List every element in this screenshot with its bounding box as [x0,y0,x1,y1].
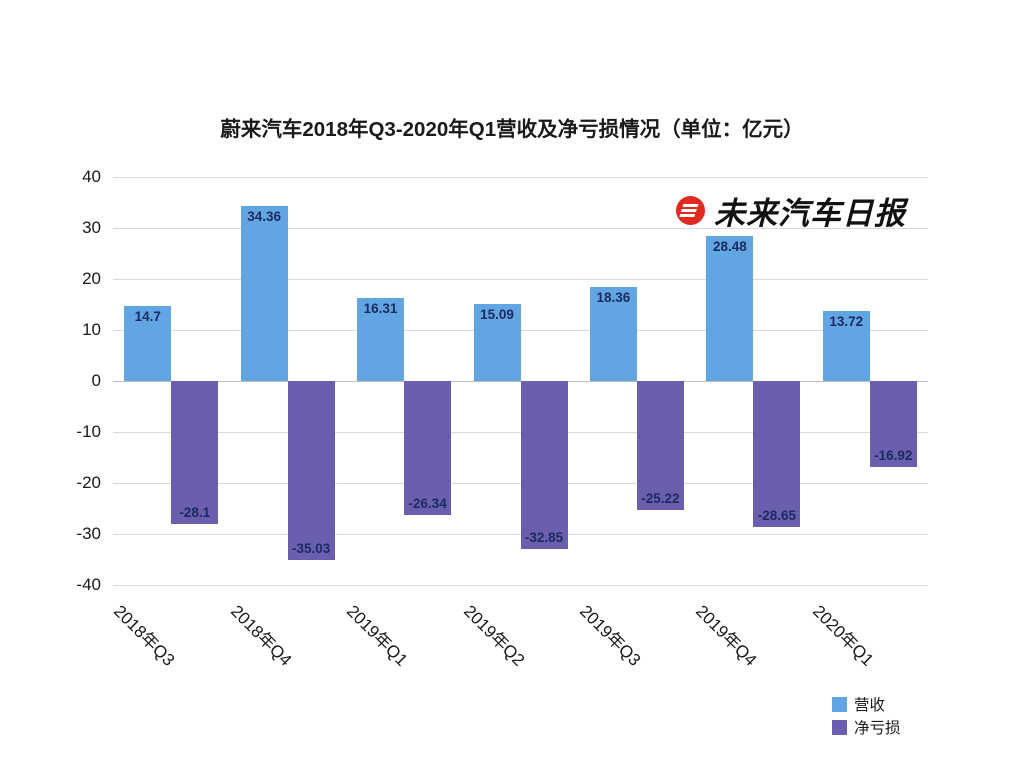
y-axis-tick-label: -30 [76,524,101,543]
bar-value-label: 14.7 [134,309,161,325]
bar-revenue[interactable] [240,205,288,381]
gridline [113,177,928,178]
legend-item[interactable]: 净亏损 [832,717,901,737]
gridline [113,228,928,229]
bar-value-label: -32.85 [524,529,564,545]
gridline [113,330,928,331]
gridline [113,279,928,280]
bar-net-loss[interactable] [869,381,917,468]
bar-value-label: -25.22 [641,490,680,506]
bar-value-label: -16.92 [874,448,913,464]
chart-legend: 营收 净亏损 [832,694,901,737]
legend-label: 净亏损 [854,720,901,737]
chart-title: 蔚来汽车2018年Q3-2020年Q1营收及净亏损情况（单位：亿元） [220,118,804,141]
y-axis-tick-label: -10 [76,422,101,441]
bar-value-label: 18.36 [596,290,631,306]
x-axis-tick-label: 2018年Q3 [110,601,179,670]
logo-circle-icon [676,196,705,225]
x-axis-tick-label: 2020年Q1 [808,601,878,670]
bar-revenue[interactable] [589,287,637,381]
legend-swatch-icon [832,696,847,712]
bar-value-label: 28.48 [712,238,747,254]
x-axis-tick-label: 2019年Q1 [343,601,412,670]
gridline [113,585,928,586]
y-axis-tick-label: 40 [82,167,101,186]
bar-revenue[interactable] [124,306,172,381]
bar-net-loss[interactable] [404,381,452,516]
bar-value-label: -28.65 [757,508,796,524]
bar-net-loss[interactable] [287,381,335,560]
bar-net-loss[interactable] [520,381,568,549]
y-axis-tick-label: 30 [82,218,101,237]
legend-label: 营收 [854,697,886,714]
bar-net-loss[interactable] [171,381,219,525]
y-axis-tick-label: 20 [82,269,101,288]
y-axis-tick-label: -40 [76,575,101,594]
bar-net-loss[interactable] [753,381,801,528]
watermark-text: 未来汽车日报 [714,196,906,232]
x-axis: 2018年Q3 2018年Q4 2019年Q1 2019年Q2 2019年Q3 2019年… [110,592,928,692]
watermark-logo: 未来汽车日报 [676,188,906,233]
y-axis-tick-label: 0 [91,371,101,390]
x-axis-tick-label: 2019年Q2 [459,601,528,670]
bar-value-label: 16.31 [363,300,398,316]
bar-net-loss[interactable] [636,381,684,510]
bar-value-label: 34.36 [247,208,282,224]
y-axis-tick-label: 10 [82,320,101,339]
y-axis-tick-label: -20 [76,473,101,492]
bar-value-label: -28.1 [179,505,211,521]
bar-value-label: -35.03 [292,540,331,556]
bar-revenue[interactable] [473,304,521,381]
bar-revenue[interactable] [706,235,754,381]
x-axis-tick-label: 2019年Q4 [692,601,761,670]
bar-value-label: 13.72 [829,314,864,330]
plot-area: 14.7 -28.1 34.36 -35.03 16.31 -26.34 15.09 -32.… [113,177,928,586]
x-axis-tick-label: 2018年Q4 [226,601,295,670]
bar-revenue[interactable] [822,311,870,381]
legend-swatch-icon [832,719,847,735]
y-axis: 40 30 20 10 0 -10 -20 -30 -40 [33,167,101,594]
bar-value-label: -26.34 [408,496,447,512]
bar-value-label: 15.09 [480,307,514,323]
legend-item[interactable]: 营收 [832,694,901,714]
x-axis-tick-label: 2019年Q3 [575,601,645,670]
bar-revenue[interactable] [357,297,405,381]
